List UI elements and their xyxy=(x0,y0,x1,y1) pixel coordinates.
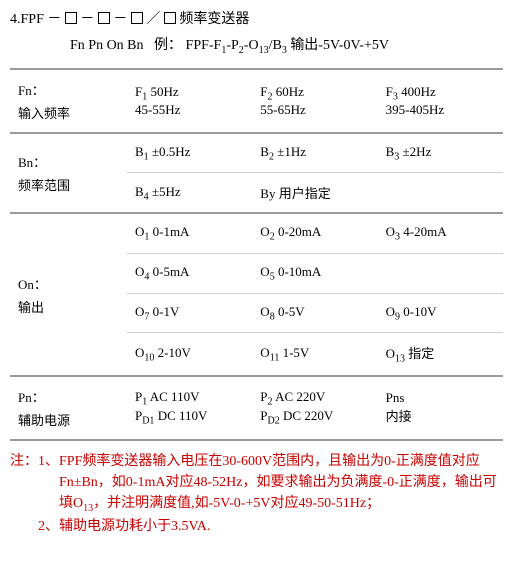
example-label: 例： xyxy=(154,38,182,53)
label-pn: Pn： 辅助电源 xyxy=(10,376,127,440)
cell: Pns 内接 xyxy=(378,376,503,440)
cell: P1 AC 110V PD1 DC 110V xyxy=(127,376,252,440)
row-fn: Fn： 输入频率 F1 50Hz 45-55Hz F2 60Hz 55-65Hz… xyxy=(10,69,503,133)
cell: O1 0-1mA xyxy=(127,213,252,253)
row-on-1: On： 输出 O1 0-1mA O2 0-20mA O3 4-20mA xyxy=(10,213,503,253)
cell: O5 0-10mA xyxy=(252,253,377,293)
notes: 注：1、 FPF频率变送器输入电压在30-600V范围内，且输出为0-正满度值对… xyxy=(10,451,503,537)
cell: O2 0-20mA xyxy=(252,213,377,253)
cell: P2 AC 220V PD2 DC 220V xyxy=(252,376,377,440)
placeholder-box-icon xyxy=(131,12,143,24)
spec-table: Fn： 输入频率 F1 50Hz 45-55Hz F2 60Hz 55-65Hz… xyxy=(10,68,503,441)
header-prefix: 4.FPF － xyxy=(10,12,61,27)
note-2: 注： 2、辅助电源功耗小于3.5VA. xyxy=(10,516,503,537)
cell: O8 0-5V xyxy=(252,293,377,333)
header-suffix: 频率变送器 xyxy=(179,12,249,27)
cell: O11 1-5V xyxy=(252,333,377,376)
cell: By 用户指定 xyxy=(252,173,503,214)
cell: B1 ±0.5Hz xyxy=(127,133,252,173)
cell: O7 0-1V xyxy=(127,293,252,333)
cell: O4 0-5mA xyxy=(127,253,252,293)
placeholder-box-icon xyxy=(98,12,110,24)
cell: F3 400Hz 395-405Hz xyxy=(378,69,503,133)
cell: O10 2-10V xyxy=(127,333,252,376)
row-bn-1: Bn： 频率范围 B1 ±0.5Hz B2 ±1Hz B3 ±2Hz xyxy=(10,133,503,173)
label-bn: Bn： 频率范围 xyxy=(10,133,127,214)
example-tail: 输出-5V-0V-+5V xyxy=(290,38,389,53)
note-1: 注：1、 FPF频率变送器输入电压在30-600V范围内，且输出为0-正满度值对… xyxy=(10,451,503,516)
dash: － xyxy=(80,12,94,27)
cell: B4 ±5Hz xyxy=(127,173,252,214)
cell: F2 60Hz 55-65Hz xyxy=(252,69,377,133)
label-on: On： 输出 xyxy=(10,213,127,375)
cell: B2 ±1Hz xyxy=(252,133,377,173)
dash: － xyxy=(113,12,127,27)
slash: ／ xyxy=(146,12,160,27)
placeholder-box-icon xyxy=(65,12,77,24)
cell: B3 ±2Hz xyxy=(378,133,503,173)
cell: F1 50Hz 45-55Hz xyxy=(127,69,252,133)
cell: O13 指定 xyxy=(378,333,503,376)
cell xyxy=(378,253,503,293)
label-fn: Fn： 输入频率 xyxy=(10,69,127,133)
codes: Fn Pn On Bn xyxy=(70,38,144,53)
row-pn: Pn： 辅助电源 P1 AC 110V PD1 DC 110V P2 AC 22… xyxy=(10,376,503,440)
cell: O3 4-20mA xyxy=(378,213,503,253)
header-line-2: Fn Pn On Bn 例： FPF-F1-P2-O13/B3 输出-5V-0V… xyxy=(10,34,503,56)
header-line-1: 4.FPF － － － ／ 频率变送器 xyxy=(10,8,503,28)
placeholder-box-icon xyxy=(164,12,176,24)
cell: O9 0-10V xyxy=(378,293,503,333)
example-code: FPF-F1-P2-O13/B3 xyxy=(186,38,291,53)
